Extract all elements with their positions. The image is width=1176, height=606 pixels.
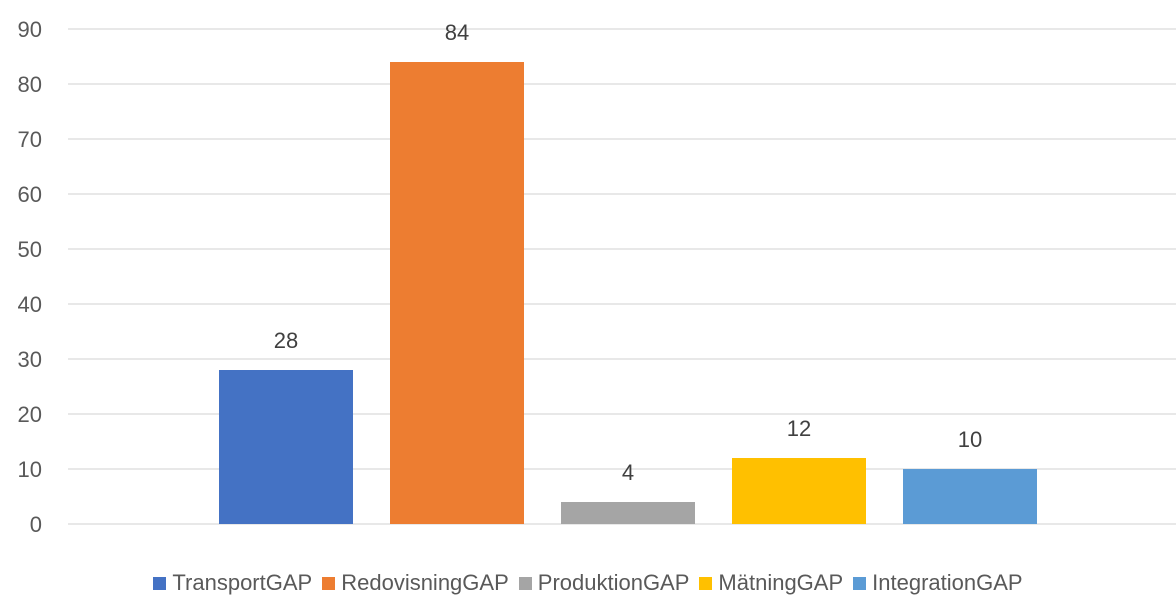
y-tick-label: 40 (18, 292, 42, 317)
y-tick-label: 30 (18, 347, 42, 372)
data-label: 12 (787, 416, 811, 441)
data-label: 10 (958, 427, 982, 452)
bar-chart: 0 10 20 30 40 50 60 70 80 90 28 84 4 12 10 (18, 17, 1176, 537)
bar-produktiongap (561, 502, 695, 524)
legend-swatch (322, 576, 336, 590)
data-labels: 28 84 4 12 10 (274, 20, 982, 485)
legend-item: RedovisningGAP (322, 570, 509, 596)
y-tick-label: 20 (18, 402, 42, 427)
data-label: 28 (274, 328, 298, 353)
legend-label: MätningGAP (718, 570, 844, 595)
legend-item: TransportGAP (153, 570, 312, 596)
bar-integrationgap (903, 469, 1037, 524)
bars (219, 62, 1037, 524)
legend-label: TransportGAP (172, 570, 313, 595)
bar-redovisninggap (390, 62, 524, 524)
bar-transportgap (219, 370, 353, 524)
legend-item: MätningGAP (699, 570, 843, 596)
data-label: 84 (445, 20, 469, 45)
y-tick-label: 0 (30, 512, 42, 537)
legend: TransportGAP RedovisningGAP ProduktionGAP M… (0, 570, 1176, 596)
legend-item: ProduktionGAP (518, 570, 690, 596)
legend-swatch (153, 576, 167, 590)
legend-swatch (853, 576, 867, 590)
y-tick-label: 80 (18, 72, 42, 97)
legend-label: RedovisningGAP (341, 570, 509, 595)
y-tick-label: 10 (18, 457, 42, 482)
legend-swatch (518, 576, 532, 590)
y-tick-label: 60 (18, 182, 42, 207)
bar-mätninggap (732, 458, 866, 524)
legend-item: IntegrationGAP (853, 570, 1023, 596)
legend-swatch (699, 576, 713, 590)
y-axis-ticks: 0 10 20 30 40 50 60 70 80 90 (18, 17, 42, 537)
legend-label: ProduktionGAP (537, 570, 690, 595)
y-tick-label: 50 (18, 237, 42, 262)
y-tick-label: 90 (18, 17, 42, 42)
data-label: 4 (622, 460, 634, 485)
legend-label: IntegrationGAP (872, 570, 1023, 595)
y-tick-label: 70 (18, 127, 42, 152)
